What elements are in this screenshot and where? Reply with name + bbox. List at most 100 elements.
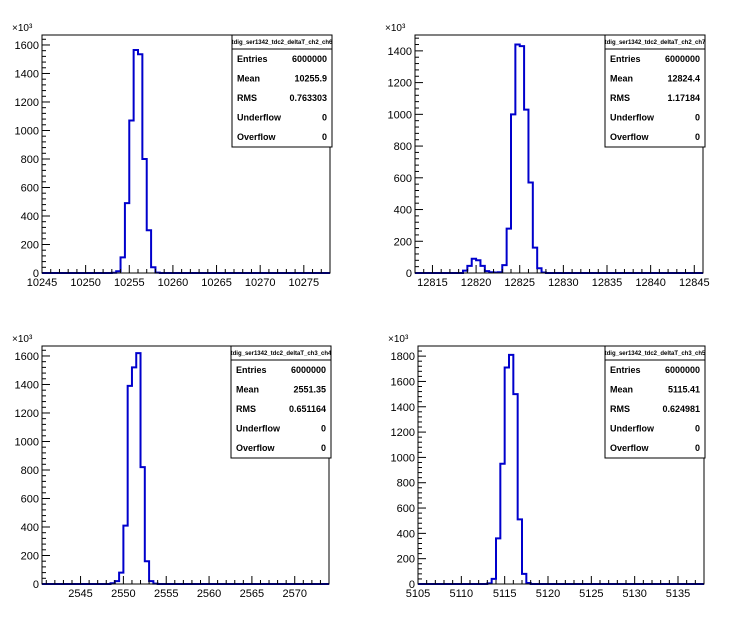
x-tick-label: 2565: [240, 588, 264, 600]
stats-title: tdig_ser1342_tdc2_deltaT_ch2_ch7: [605, 40, 706, 46]
stats-label: Mean: [610, 73, 633, 83]
x-tick-label: 10260: [158, 277, 189, 289]
stats-title: tdig_ser1342_tdc2_deltaT_ch3_ch4: [231, 351, 332, 357]
x-tick-label: 12820: [461, 277, 492, 289]
y-tick-label: 1400: [391, 402, 415, 414]
stats-value: 0: [321, 424, 326, 434]
x-tick-label: 5120: [536, 588, 560, 600]
x-tick-label: 2550: [111, 588, 135, 600]
y-tick-label: 800: [397, 478, 415, 490]
stats-label: Mean: [236, 384, 259, 394]
stats-value: 1.17184: [667, 93, 700, 103]
stats-label: Overflow: [610, 443, 650, 453]
y-tick-label: 1800: [391, 351, 415, 363]
x-tick-label: 12830: [548, 277, 579, 289]
stats-value: 2551.35: [293, 384, 326, 394]
stats-value: 6000000: [292, 54, 327, 64]
stats-box: [604, 34, 706, 148]
x-tick-label: 10250: [70, 277, 101, 289]
stats-label: Underflow: [237, 113, 282, 123]
y-exponent-label: ×10³: [12, 23, 33, 34]
x-tick-label: 2560: [197, 588, 221, 600]
x-tick-label: 10265: [201, 277, 232, 289]
plot-frame: [414, 34, 704, 274]
stats-label: Mean: [237, 73, 260, 83]
stats-value: 0.763303: [289, 93, 327, 103]
stats-label: RMS: [236, 404, 256, 414]
stats-label: Mean: [610, 384, 633, 394]
stats-value: 6000000: [291, 365, 326, 375]
histogram-pad-2: 12815 12820 12825 12830 12835 12840 12845 0 200 4…: [373, 0, 746, 311]
stats-label: Overflow: [610, 132, 650, 142]
histogram-svg: 10245 10250 10255 10260 10265 10270 10275 0 200 4…: [12, 23, 333, 289]
histogram-pad-4: 5105 5110 5115 5120 5125 5130 5135 0 200 400 600 80…: [373, 311, 746, 622]
y-tick-label: 0: [33, 268, 39, 280]
stats-value: 6000000: [665, 365, 700, 375]
histogram-pad-1: 10245 10250 10255 10260 10265 10270 10275 0 200 4…: [0, 0, 373, 311]
y-tick-label: 200: [397, 554, 415, 566]
y-exponent-label: ×10³: [385, 23, 406, 34]
x-tick-label: 12825: [504, 277, 535, 289]
histogram-pad-3: 2545 2550 2555 2560 2565 2570 0 200 400 600 800 100…: [0, 311, 373, 622]
x-tick-label: 10270: [245, 277, 276, 289]
stats-value: 10255.9: [294, 73, 327, 83]
stats-title: tdig_ser1342_tdc2_deltaT_ch2_ch6: [232, 40, 333, 46]
x-tick-label: 10275: [289, 277, 320, 289]
y-tick-label: 0: [33, 579, 39, 591]
x-tick-label: 12835: [592, 277, 623, 289]
histogram-bin: [132, 367, 136, 584]
y-tick-label: 400: [21, 211, 39, 223]
x-tick-label: 10245: [27, 277, 58, 289]
stats-label: RMS: [610, 93, 630, 103]
plot-frame: [417, 345, 705, 585]
y-tick-label: 1000: [391, 452, 415, 464]
y-tick-label: 1400: [388, 46, 412, 58]
y-tick-label: 1000: [15, 436, 39, 448]
y-tick-label: 600: [397, 503, 415, 515]
y-tick-label: 1200: [15, 97, 39, 109]
y-exponent-label: ×10³: [12, 334, 33, 345]
plot-frame: [41, 345, 330, 585]
y-tick-label: 1400: [15, 68, 39, 80]
stats-title: tdig_ser1342_tdc2_deltaT_ch3_ch5: [605, 351, 706, 357]
stats-value: 5115.41: [668, 384, 700, 394]
x-tick-label: 2570: [282, 588, 306, 600]
stats-value: 0.624981: [662, 404, 700, 414]
y-tick-label: 1200: [388, 78, 412, 90]
histogram-line: [415, 43, 703, 274]
stats-value: 12824.4: [667, 73, 700, 83]
y-tick-label: 800: [21, 154, 39, 166]
stats-box: [604, 345, 706, 459]
y-exponent-label: ×10³: [388, 334, 409, 345]
x-tick-label: 12815: [417, 277, 448, 289]
stats-label: Underflow: [610, 424, 655, 434]
histogram-svg: 12815 12820 12825 12830 12835 12840 12845 0 200 4…: [385, 23, 710, 289]
x-tick-label: 5110: [450, 588, 474, 600]
y-tick-label: 800: [394, 141, 412, 153]
stats-value: 0: [322, 113, 327, 123]
stats-label: RMS: [610, 404, 630, 414]
x-tick-label: 5125: [579, 588, 603, 600]
x-tick-label: 5105: [406, 588, 430, 600]
x-tick-label: 12840: [635, 277, 666, 289]
stats-value: 0: [695, 424, 700, 434]
x-tick-label: 5130: [622, 588, 646, 600]
y-tick-label: 1000: [15, 125, 39, 137]
stats-value: 6000000: [665, 54, 700, 64]
stats-label: RMS: [237, 93, 257, 103]
plot-frame: [41, 34, 331, 274]
stats-label: Entries: [610, 365, 641, 375]
y-tick-label: 600: [21, 182, 39, 194]
x-tick-label: 5115: [493, 588, 517, 600]
stats-label: Overflow: [236, 443, 276, 453]
y-tick-label: 0: [409, 579, 415, 591]
y-tick-label: 800: [21, 465, 39, 477]
x-tick-label: 5135: [666, 588, 690, 600]
stats-label: Underflow: [236, 424, 281, 434]
y-tick-label: 1000: [388, 109, 412, 121]
y-tick-label: 1600: [15, 40, 39, 52]
stats-label: Entries: [237, 54, 268, 64]
x-tick-label: 10255: [114, 277, 145, 289]
y-tick-label: 400: [21, 522, 39, 534]
stats-label: Entries: [236, 365, 267, 375]
